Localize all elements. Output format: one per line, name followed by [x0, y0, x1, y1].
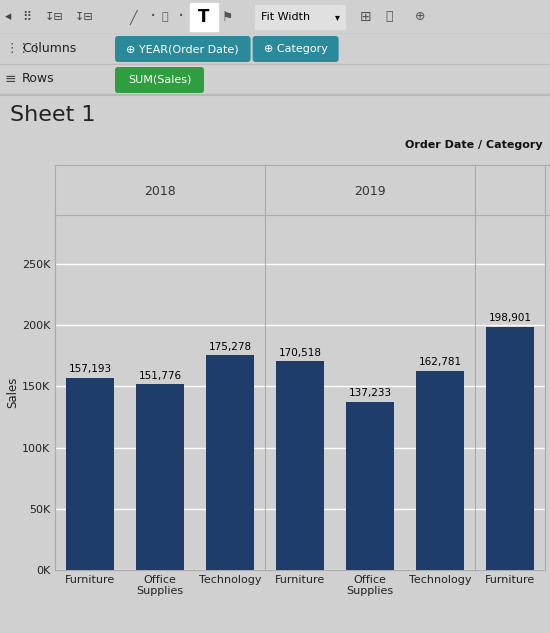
- Text: ⚑: ⚑: [222, 11, 233, 23]
- Text: 162,781: 162,781: [419, 357, 461, 367]
- Bar: [0, 65, 550, 94]
- Text: ⊕ Category: ⊕ Category: [263, 44, 328, 54]
- FancyBboxPatch shape: [115, 67, 204, 93]
- Text: ╱: ╱: [130, 9, 138, 25]
- Text: 198,901: 198,901: [488, 313, 531, 323]
- Bar: [486, 327, 534, 570]
- Text: ⊞: ⊞: [360, 10, 372, 24]
- Text: 2019: 2019: [354, 185, 386, 198]
- Bar: [0, 94, 550, 95]
- Text: 🖥: 🖥: [385, 11, 393, 23]
- Text: ⊕: ⊕: [415, 11, 426, 23]
- Bar: [66, 377, 114, 570]
- Text: ⠿: ⠿: [22, 11, 31, 23]
- Text: 🖇: 🖇: [162, 12, 169, 22]
- Text: ≡: ≡: [5, 72, 16, 86]
- Text: 2018: 2018: [144, 185, 176, 198]
- Bar: [255, 5, 345, 29]
- Text: Rows: Rows: [22, 72, 54, 85]
- Text: 151,776: 151,776: [139, 370, 182, 380]
- Text: 137,233: 137,233: [349, 388, 392, 398]
- Text: ↧⊟: ↧⊟: [75, 12, 94, 22]
- Text: Sheet 1: Sheet 1: [10, 105, 96, 125]
- Text: ·: ·: [178, 8, 184, 27]
- Bar: [0, 0, 550, 34]
- Text: SUM(Sales): SUM(Sales): [128, 75, 191, 85]
- Text: ⊕ YEAR(Order Date): ⊕ YEAR(Order Date): [126, 44, 239, 54]
- Text: Order Date / Category: Order Date / Category: [405, 140, 543, 150]
- Text: ▾: ▾: [335, 12, 340, 22]
- Bar: [276, 361, 324, 570]
- Text: 157,193: 157,193: [68, 364, 112, 374]
- Text: ◂: ◂: [5, 11, 11, 23]
- Text: 175,278: 175,278: [208, 342, 251, 352]
- Text: Columns: Columns: [22, 42, 76, 55]
- Bar: [206, 356, 254, 570]
- Bar: [136, 384, 184, 570]
- Bar: [416, 371, 464, 570]
- Text: T: T: [199, 8, 210, 26]
- Text: ·: ·: [150, 8, 156, 27]
- Bar: [0, 64, 550, 65]
- Bar: [0, 34, 550, 35]
- Text: ↧⊟: ↧⊟: [45, 12, 64, 22]
- Text: 170,518: 170,518: [278, 348, 322, 358]
- Bar: [346, 402, 394, 570]
- FancyBboxPatch shape: [115, 36, 251, 62]
- Bar: [190, 3, 218, 31]
- FancyBboxPatch shape: [252, 36, 339, 62]
- Y-axis label: Sales: Sales: [6, 377, 19, 408]
- Text: Fit Width: Fit Width: [261, 12, 310, 22]
- Bar: [0, 34, 550, 64]
- Text: ⋮⋮⋮: ⋮⋮⋮: [5, 42, 42, 55]
